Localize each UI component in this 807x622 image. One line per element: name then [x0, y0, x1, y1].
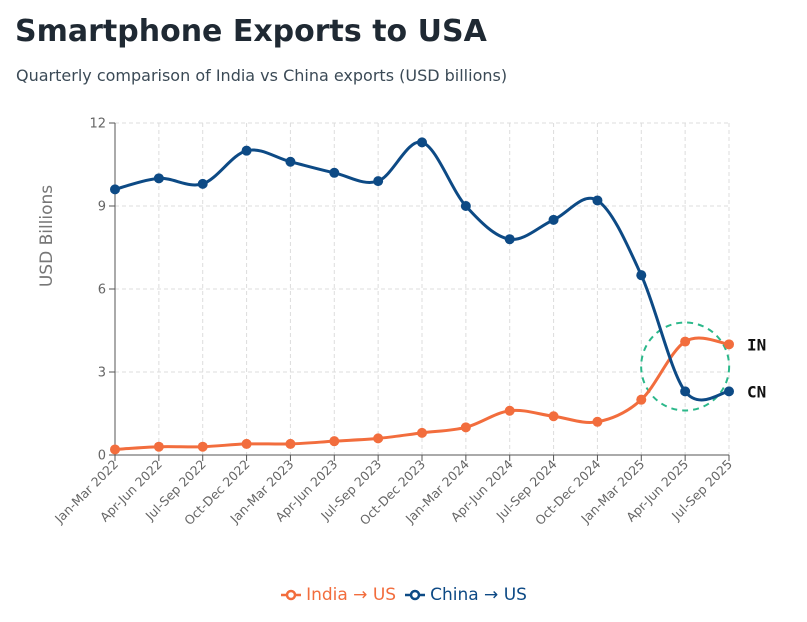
data-point-china[interactable] — [417, 137, 427, 148]
data-point-india[interactable] — [724, 339, 734, 350]
data-point-china[interactable] — [197, 178, 208, 189]
data-point-china[interactable] — [241, 145, 252, 156]
data-point-india[interactable] — [285, 438, 296, 449]
end-label-china: CN — [747, 382, 766, 401]
data-point-india[interactable] — [110, 444, 120, 455]
data-point-india[interactable] — [460, 422, 471, 433]
data-point-china[interactable] — [548, 214, 559, 225]
y-axis-label: USD Billions — [37, 185, 57, 287]
data-point-india[interactable] — [504, 405, 515, 416]
y-tick-labels: 0 3 6 9 12 — [89, 117, 115, 464]
series-group — [110, 137, 734, 455]
y-tick-label: 12 — [89, 117, 106, 132]
data-point-china[interactable] — [110, 184, 120, 195]
legend-marker-icon — [281, 589, 302, 601]
annotations — [640, 321, 731, 412]
data-point-china[interactable] — [153, 173, 164, 184]
data-point-china[interactable] — [504, 234, 515, 245]
data-point-china[interactable] — [329, 167, 340, 178]
data-point-india[interactable] — [153, 441, 164, 452]
data-point-india[interactable] — [241, 438, 252, 449]
data-point-china[interactable] — [460, 201, 471, 211]
data-point-india[interactable] — [636, 394, 647, 405]
data-point-china[interactable] — [592, 195, 603, 206]
data-point-china[interactable] — [724, 386, 734, 397]
end-labels: IN CN — [747, 335, 766, 401]
data-point-india[interactable] — [548, 411, 559, 422]
highlight-circle — [640, 321, 731, 412]
data-point-india[interactable] — [417, 427, 427, 438]
data-point-china[interactable] — [373, 176, 384, 187]
y-tick-label: 6 — [98, 283, 106, 298]
legend-marker-icon — [405, 589, 426, 601]
data-point-china[interactable] — [285, 156, 296, 167]
data-point-india[interactable] — [373, 433, 384, 444]
data-point-india[interactable] — [592, 416, 603, 427]
data-point-china[interactable] — [680, 386, 691, 397]
legend-label: India → US — [306, 585, 397, 605]
y-tick-label: 3 — [98, 366, 106, 381]
y-tick-label: 0 — [98, 449, 106, 464]
legend-item-china[interactable]: China → US — [404, 585, 527, 605]
data-point-china[interactable] — [636, 270, 647, 281]
chart-title: Smartphone Exports to USA — [15, 14, 487, 49]
data-point-india[interactable] — [197, 441, 208, 452]
end-label-india: IN — [747, 335, 766, 354]
y-tick-label: 9 — [98, 200, 106, 215]
legend: India → US China → US — [0, 585, 807, 606]
legend-item-india[interactable]: India → US — [280, 585, 396, 605]
legend-label: China → US — [430, 585, 527, 605]
data-point-india[interactable] — [680, 336, 691, 347]
chart-subtitle: Quarterly comparison of India vs China e… — [16, 66, 508, 85]
data-point-india[interactable] — [329, 436, 340, 447]
